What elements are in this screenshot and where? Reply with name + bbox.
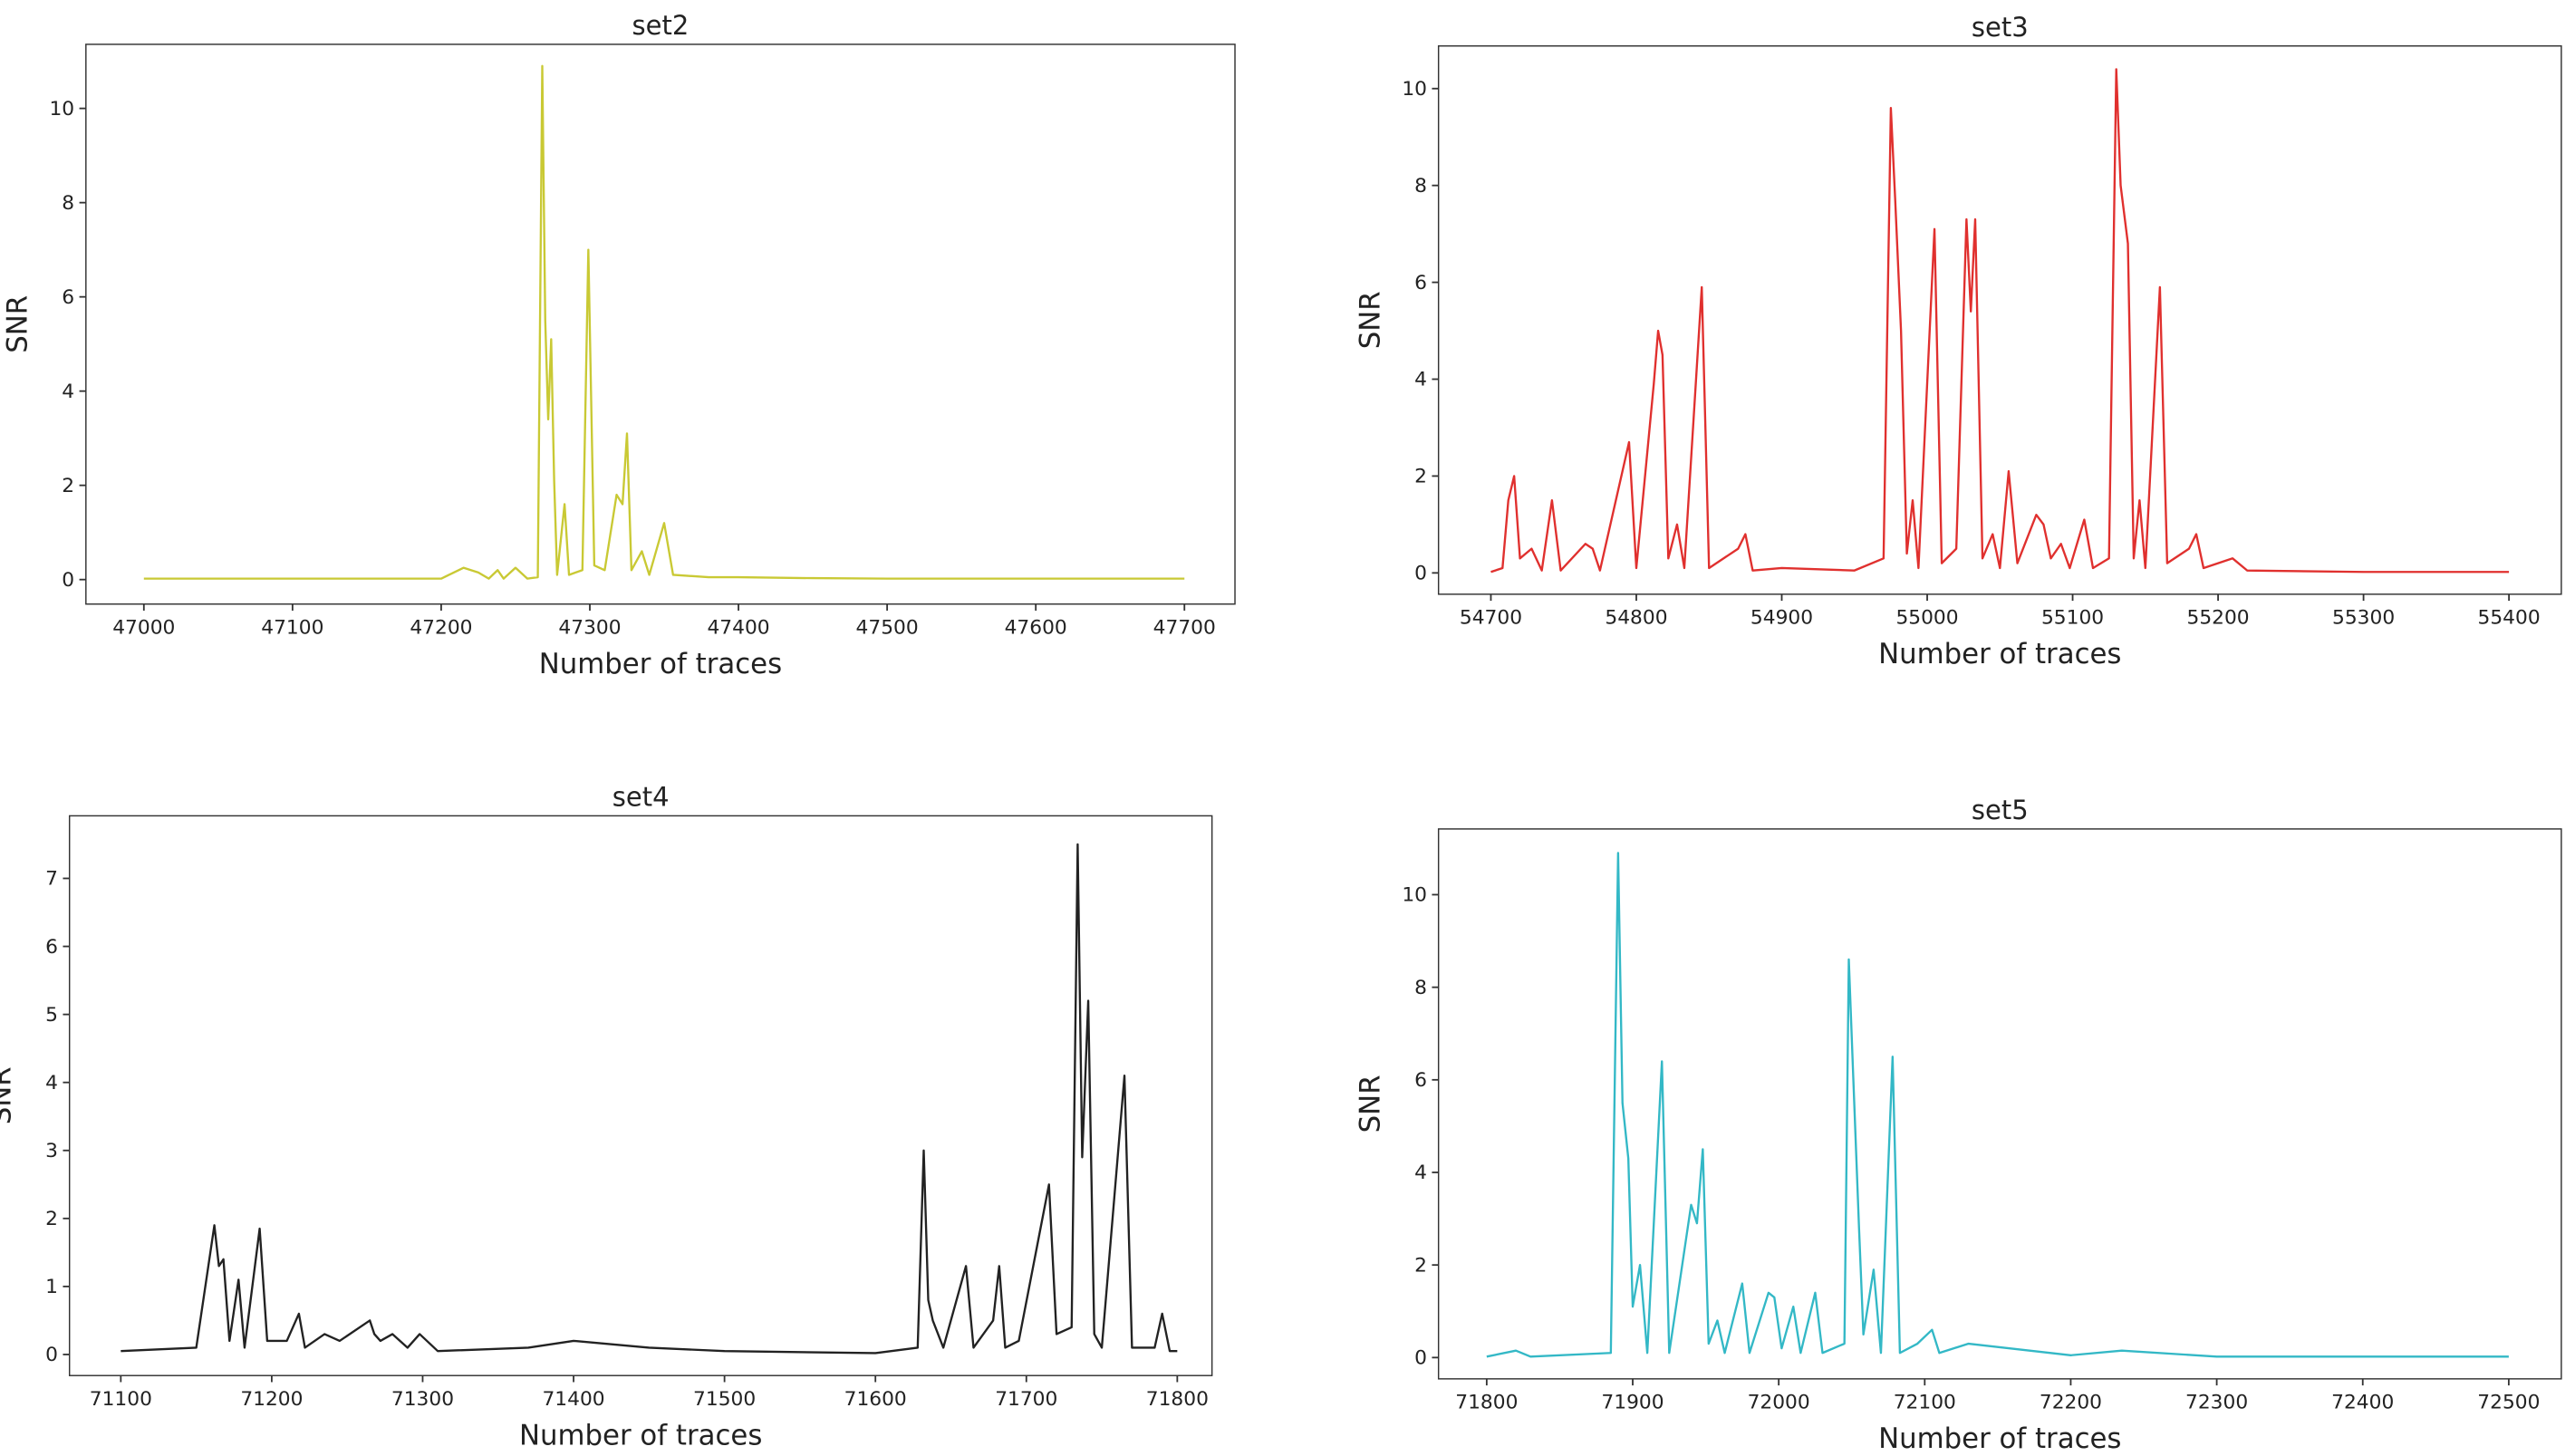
y-tick-label: 0 xyxy=(45,1344,58,1366)
plot-frame xyxy=(1437,45,2562,595)
plot-frame xyxy=(68,815,1213,1376)
chart-title: set4 xyxy=(612,782,670,813)
x-axis-label: Number of traces xyxy=(1878,638,2121,670)
y-tick-label: 10 xyxy=(49,98,74,121)
x-tick-label: 47500 xyxy=(856,616,919,639)
y-tick-label: 6 xyxy=(1414,272,1427,294)
y-tick-label: 4 xyxy=(62,381,74,403)
plot-frame xyxy=(1437,828,2562,1380)
x-tick-label: 71800 xyxy=(1455,1391,1518,1413)
x-tick-label: 72400 xyxy=(2331,1391,2394,1413)
x-tick-label: 47200 xyxy=(410,616,472,639)
x-tick-label: 47000 xyxy=(112,616,175,639)
x-tick-label: 47300 xyxy=(558,616,621,639)
y-tick-label: 0 xyxy=(1414,563,1427,585)
x-tick-label: 55100 xyxy=(2041,606,2104,629)
y-tick-label: 2 xyxy=(1414,1254,1427,1277)
y-axis-label: SNR xyxy=(1354,291,1386,349)
x-tick-label: 71200 xyxy=(240,1388,303,1411)
x-tick-label: 71900 xyxy=(1601,1391,1664,1413)
y-tick-label: 6 xyxy=(1414,1069,1427,1092)
data-line xyxy=(143,64,1185,580)
y-tick-label: 4 xyxy=(45,1072,58,1094)
x-tick-label: 47400 xyxy=(707,616,769,639)
y-tick-label: 10 xyxy=(1402,78,1427,101)
x-tick-label: 72300 xyxy=(2185,1391,2248,1413)
y-tick-label: 4 xyxy=(1414,369,1427,391)
x-tick-label: 55300 xyxy=(2332,606,2395,629)
x-tick-label: 55400 xyxy=(2478,606,2541,629)
x-tick-label: 55200 xyxy=(2186,606,2249,629)
y-tick-label: 0 xyxy=(62,569,74,592)
plot-frame xyxy=(85,43,1236,605)
y-tick-label: 8 xyxy=(1414,175,1427,198)
y-tick-label: 10 xyxy=(1402,884,1427,907)
x-axis-label: Number of traces xyxy=(519,1419,762,1451)
x-tick-label: 71100 xyxy=(90,1388,152,1411)
chart-title: set2 xyxy=(632,10,690,41)
y-tick-label: 2 xyxy=(45,1208,58,1230)
x-tick-label: 47100 xyxy=(261,616,323,639)
data-line xyxy=(121,843,1178,1355)
y-tick-label: 2 xyxy=(62,475,74,497)
x-axis-label: Number of traces xyxy=(539,648,782,680)
x-tick-label: 72000 xyxy=(1748,1391,1810,1413)
y-tick-label: 6 xyxy=(62,286,74,309)
y-tick-label: 8 xyxy=(62,192,74,215)
data-line xyxy=(1490,68,2510,574)
x-tick-label: 71700 xyxy=(995,1388,1057,1411)
y-tick-label: 7 xyxy=(45,868,58,891)
y-axis-label: SNR xyxy=(0,1066,17,1124)
x-tick-label: 55000 xyxy=(1895,606,1958,629)
x-tick-label: 72500 xyxy=(2477,1391,2540,1413)
x-tick-label: 71800 xyxy=(1146,1388,1209,1411)
y-tick-label: 6 xyxy=(45,936,58,959)
y-axis-label: SNR xyxy=(1354,1075,1386,1133)
y-tick-label: 5 xyxy=(45,1004,58,1027)
y-tick-label: 3 xyxy=(45,1140,58,1162)
y-tick-label: 4 xyxy=(1414,1162,1427,1184)
chart-title: set5 xyxy=(1972,795,2029,825)
x-tick-label: 71300 xyxy=(391,1388,454,1411)
x-axis-label: Number of traces xyxy=(1878,1422,2121,1455)
y-axis-label: SNR xyxy=(2,295,34,353)
x-tick-label: 72100 xyxy=(1894,1391,1956,1413)
y-tick-label: 0 xyxy=(1414,1347,1427,1370)
x-tick-label: 71400 xyxy=(542,1388,604,1411)
data-line xyxy=(1486,852,2509,1358)
x-tick-label: 54900 xyxy=(1750,606,1813,629)
y-tick-label: 8 xyxy=(1414,977,1427,999)
x-tick-label: 71500 xyxy=(693,1388,756,1411)
x-tick-label: 54800 xyxy=(1605,606,1667,629)
y-tick-label: 1 xyxy=(45,1276,58,1298)
x-tick-label: 54700 xyxy=(1460,606,1522,629)
x-tick-label: 72200 xyxy=(2040,1391,2102,1413)
y-tick-label: 2 xyxy=(1414,466,1427,488)
x-tick-label: 47700 xyxy=(1153,616,1216,639)
x-tick-label: 47600 xyxy=(1005,616,1067,639)
chart-title: set3 xyxy=(1972,12,2029,43)
x-tick-label: 71600 xyxy=(844,1388,907,1411)
